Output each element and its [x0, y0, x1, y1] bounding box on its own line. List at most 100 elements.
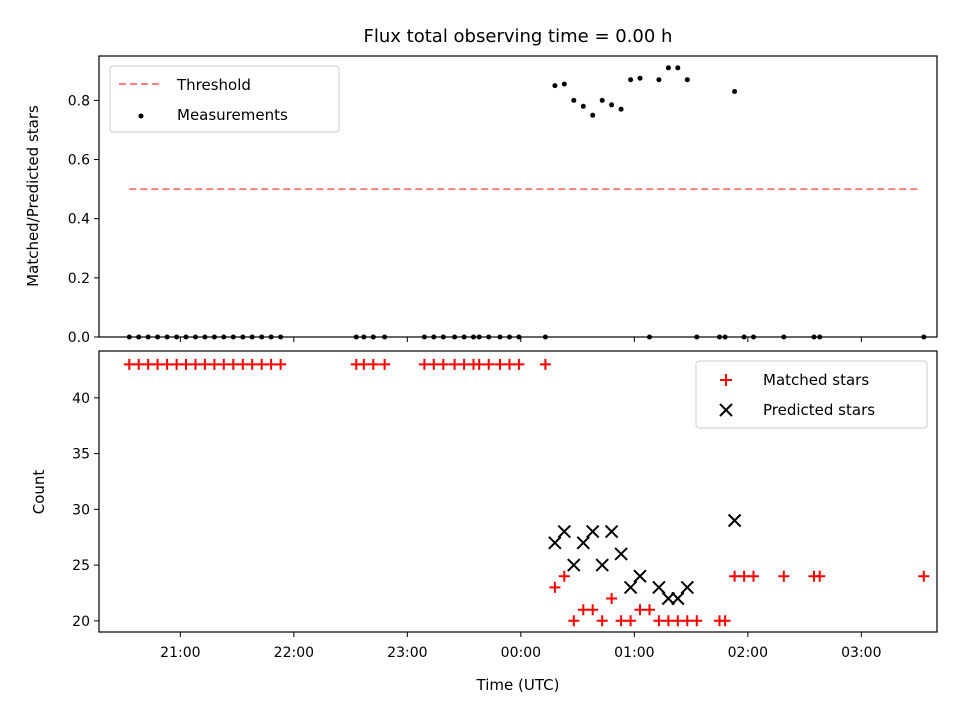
legend-matched-swatch: [720, 374, 732, 386]
measurement-point: [580, 103, 586, 109]
matched-star-point: [719, 615, 731, 627]
x-tick-label: 00:00: [501, 645, 541, 661]
matched-star-point: [199, 358, 211, 370]
bottom-legend: Matched stars Predicted stars: [695, 360, 928, 429]
matched-star-point: [218, 358, 230, 370]
matched-star-point: [748, 570, 759, 582]
matched-star-point: [539, 358, 551, 370]
matched-star-point: [367, 358, 379, 370]
matched-star-point: [190, 358, 201, 370]
matched-star-point: [246, 358, 258, 370]
predicted-star-point: [680, 580, 695, 595]
legend-predicted-label: Predicted stars: [763, 401, 875, 419]
matched-star-point: [437, 358, 449, 370]
measurement-point: [732, 89, 738, 94]
predicted-star-point: [548, 536, 562, 550]
matched-star-point: [483, 358, 495, 370]
matched-star-point: [358, 358, 370, 370]
predicted-star-point: [633, 569, 647, 583]
matched-star-point: [152, 358, 164, 370]
measurement-point: [665, 65, 671, 71]
predicted-star-point: [595, 558, 609, 572]
matched-star-point: [691, 615, 703, 627]
bottom-y-tick-label: 30: [72, 502, 90, 518]
top-y-axis-label: Matched/Predicted stars: [24, 105, 42, 287]
x-tick-label: 21:00: [160, 645, 200, 661]
matched-star-point: [208, 358, 220, 370]
measurement-point: [552, 83, 558, 89]
top-plot-frame: [98, 55, 938, 338]
bottom-subplot: 20 25 30 35 40 21:00 22:00 23:00 00:00 01:00 02:00…: [72, 350, 938, 661]
matched-star-point: [418, 358, 430, 370]
predicted-star-point: [727, 513, 742, 528]
top-y-tick-label: 0.6: [68, 153, 90, 169]
legend-threshold-label: Threshold: [176, 76, 251, 94]
bottom-y-tick-label: 40: [72, 391, 90, 407]
matched-star-point: [473, 358, 485, 370]
matched-star-point: [814, 570, 826, 582]
matched-star-point: [123, 358, 135, 370]
measurement-point: [628, 77, 634, 83]
bottom-y-axis-label: Count: [30, 470, 48, 515]
predicted-star-point: [671, 591, 685, 606]
x-tick-label: 01:00: [614, 645, 654, 661]
top-y-tick-label: 0.4: [68, 212, 90, 228]
top-subplot: 0.0 0.2 0.4 0.6 0.8: [68, 55, 938, 346]
bottom-y-tick-label: 20: [72, 614, 90, 630]
bottom-y-tick-label: 35: [72, 447, 90, 463]
measurement-point: [571, 97, 577, 103]
matched-star-point: [738, 570, 750, 582]
matched-star-point: [625, 615, 637, 627]
measurement-point: [609, 102, 615, 108]
x-tick-label: 03:00: [841, 645, 881, 661]
top-y-tick-label: 0.8: [68, 93, 90, 109]
matched-star-point: [644, 604, 655, 616]
matched-star-point: [596, 615, 608, 627]
matched-star-point: [504, 358, 515, 370]
x-tick-label: 02:00: [728, 645, 768, 661]
matched-star-point: [171, 358, 183, 370]
matched-star-point: [133, 358, 145, 370]
top-legend-frame: [109, 65, 340, 133]
matched-star-point: [428, 358, 440, 370]
matched-star-point: [729, 570, 741, 582]
matched-star-point: [142, 358, 154, 370]
legend-matched-label: Matched stars: [763, 371, 869, 389]
predicted-star-point: [604, 524, 619, 539]
predicted-star-point: [652, 580, 666, 595]
matched-star-point: [615, 615, 627, 627]
bottom-y-tick-label: 25: [72, 558, 90, 574]
x-axis-label: Time (UTC): [476, 676, 560, 694]
measurement-point: [561, 81, 567, 87]
matched-star-point: [237, 358, 249, 370]
x-tick-label: 22:00: [274, 645, 314, 661]
matched-star-point: [634, 604, 646, 616]
matched-star-point: [662, 615, 674, 627]
matched-star-point: [681, 615, 693, 627]
x-tick-label: 23:00: [387, 645, 427, 661]
matched-star-point: [606, 593, 618, 604]
bottom-legend-frame: [695, 360, 928, 429]
measurement-point: [656, 77, 662, 83]
matched-star-point: [653, 615, 665, 627]
bottom-plot-frame: [98, 350, 938, 633]
matched-star-point: [513, 358, 525, 370]
predicted-star-point: [557, 524, 572, 539]
legend-measurements-label: Measurements: [177, 106, 288, 124]
matched-star-point: [672, 615, 684, 627]
matched-star-point: [549, 581, 561, 593]
matched-star-point: [227, 358, 239, 370]
predicted-star-point: [585, 524, 600, 539]
matched-star-point: [161, 358, 173, 370]
chart-title: Flux total observing time = 0.00 h: [364, 26, 673, 47]
matched-star-point: [379, 358, 391, 370]
top-y-tick-label: 0.2: [68, 271, 90, 287]
predicted-star-point: [614, 547, 628, 561]
matched-star-point: [256, 358, 268, 370]
matched-star-point: [458, 358, 470, 370]
matched-star-point: [275, 358, 287, 370]
measurement-point: [590, 112, 596, 118]
matched-star-point: [265, 358, 277, 370]
matched-star-point: [558, 570, 570, 582]
